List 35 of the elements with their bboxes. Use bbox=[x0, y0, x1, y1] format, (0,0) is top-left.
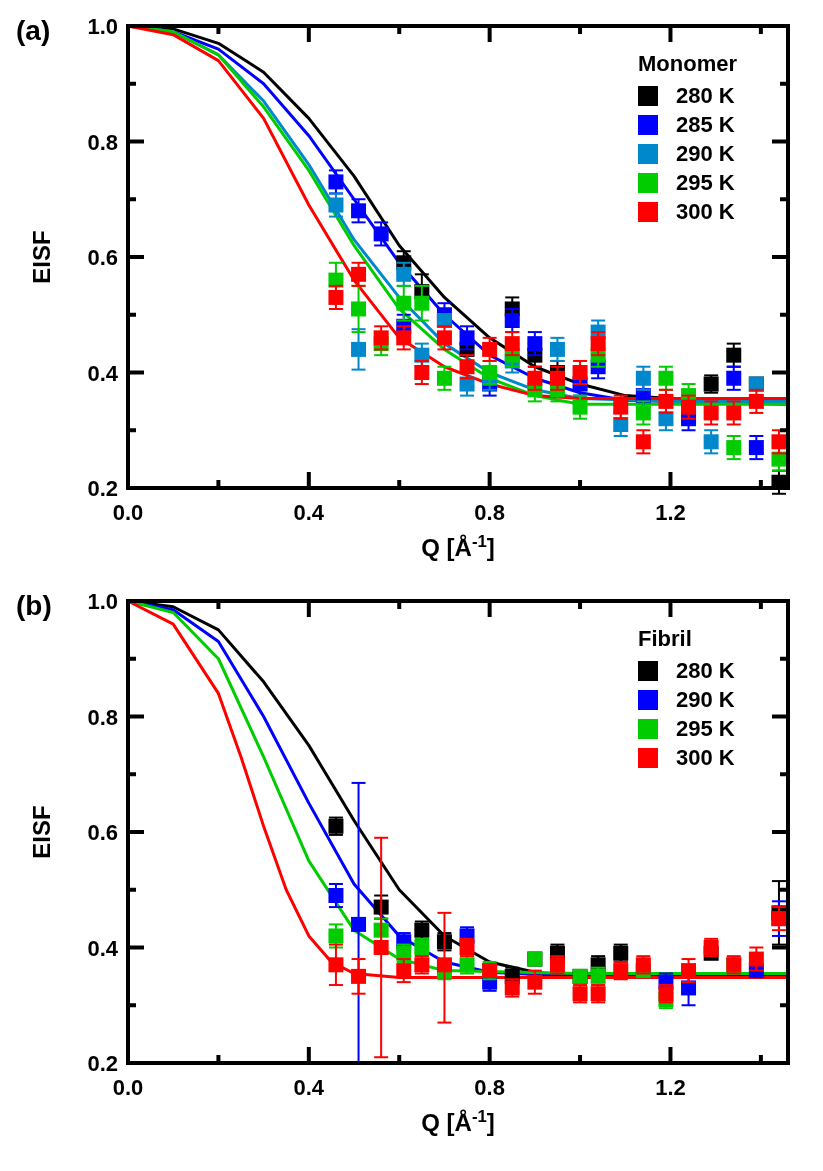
legend-label: 285 K bbox=[676, 112, 735, 137]
y-axis-title: EISF bbox=[28, 805, 55, 859]
y-tick-label: 0.4 bbox=[87, 360, 119, 386]
y-tick-label: 0.2 bbox=[87, 1051, 118, 1076]
legend-label: 300 K bbox=[676, 745, 735, 770]
x-axis-title: Q [Å$^{-1}$] bbox=[421, 531, 495, 561]
y-tick-label: 0.6 bbox=[87, 820, 118, 845]
x-tick-label: 0.0 bbox=[112, 1075, 144, 1100]
x-tick-label: 0.4 bbox=[293, 500, 325, 525]
legend-label: 290 K bbox=[676, 141, 735, 166]
x-axis-title: Q [Å$^{-1}$] bbox=[421, 1106, 495, 1136]
y-tick-label: 1.0 bbox=[87, 14, 118, 39]
x-tick-label: 0.8 bbox=[474, 1075, 505, 1100]
legend-label: 295 K bbox=[676, 716, 735, 741]
y-tick-label: 0.8 bbox=[87, 704, 118, 730]
legend-label: 280 K bbox=[676, 658, 735, 683]
y-tick-label: 0.4 bbox=[87, 935, 119, 961]
legend-title: Monomer bbox=[638, 51, 738, 76]
legend-label: 290 K bbox=[676, 687, 735, 712]
x-tick-label: 1.2 bbox=[655, 500, 686, 525]
y-axis-title: EISF bbox=[28, 230, 55, 284]
y-tick-label: 0.2 bbox=[87, 476, 118, 501]
y-tick-label: 0.8 bbox=[87, 129, 118, 155]
legend-label: 300 K bbox=[676, 199, 735, 224]
x-tick-label: 0.0 bbox=[112, 500, 144, 525]
y-tick-label: 1.0 bbox=[87, 589, 118, 614]
legend-label: 295 K bbox=[676, 170, 735, 195]
text: (a) bbox=[16, 15, 51, 46]
y-tick-label: 0.6 bbox=[87, 245, 118, 270]
legend-title: Fibril bbox=[638, 626, 692, 651]
text: (b) bbox=[16, 590, 52, 621]
x-tick-label: 1.2 bbox=[655, 1075, 686, 1100]
x-tick-label: 0.4 bbox=[293, 1075, 325, 1100]
legend-label: 280 K bbox=[676, 83, 735, 108]
x-tick-label: 0.8 bbox=[474, 500, 505, 525]
